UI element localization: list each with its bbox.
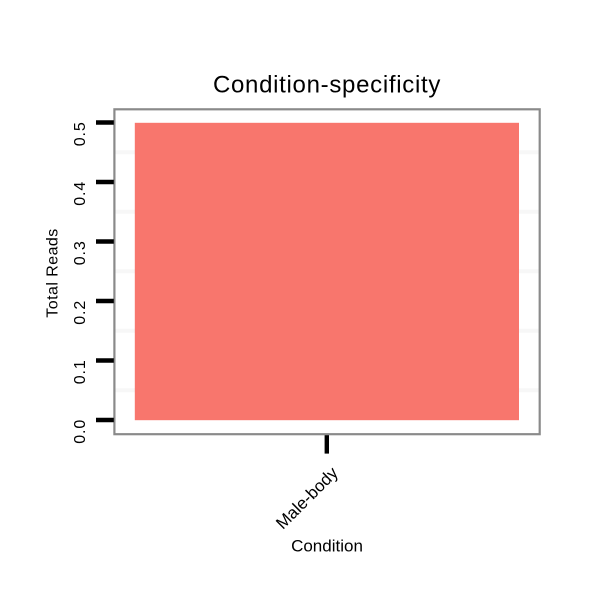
svg-text:0.0: 0.0	[72, 419, 89, 444]
svg-text:Condition: Condition	[291, 537, 363, 556]
svg-text:0.1: 0.1	[72, 359, 89, 384]
svg-text:0.5: 0.5	[72, 121, 89, 146]
svg-text:Condition-specificity: Condition-specificity	[213, 72, 441, 99]
svg-text:0.2: 0.2	[72, 300, 89, 325]
svg-text:Total Reads: Total Reads	[44, 228, 61, 317]
svg-text:0.3: 0.3	[72, 240, 89, 265]
svg-text:0.4: 0.4	[72, 181, 89, 206]
